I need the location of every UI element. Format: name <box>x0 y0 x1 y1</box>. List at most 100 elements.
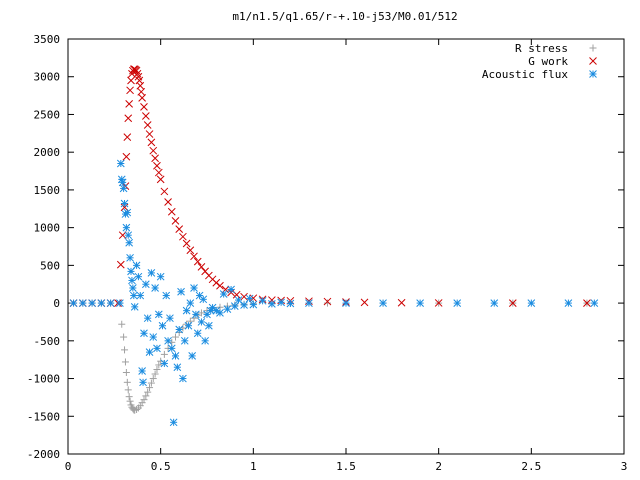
data-point <box>177 287 185 296</box>
y-tick-label: -1000 <box>27 373 60 386</box>
data-point <box>204 321 213 330</box>
data-point <box>88 299 96 307</box>
data-point <box>139 378 147 387</box>
data-point <box>286 299 295 308</box>
data-point <box>173 363 182 372</box>
chart-title: m1/n1.5/q1.65/r-+.10-j53/M0.01/512 <box>232 10 457 23</box>
legend-marker <box>589 44 597 52</box>
legend-label: Acoustic flux <box>482 68 568 81</box>
data-point <box>118 231 127 240</box>
data-point <box>203 310 211 319</box>
data-point <box>184 321 193 330</box>
legend-label: R stress <box>515 42 568 55</box>
data-point <box>156 272 165 281</box>
data-point <box>156 175 165 184</box>
data-point <box>164 336 172 345</box>
x-tick-label: 1.5 <box>336 460 356 473</box>
data-point <box>153 161 161 170</box>
data-point <box>186 299 195 307</box>
data-point <box>197 318 206 326</box>
data-point <box>508 299 517 307</box>
data-point <box>160 187 169 196</box>
data-point <box>342 299 350 307</box>
data-point <box>179 374 187 383</box>
y-tick-label: 2000 <box>34 146 61 159</box>
data-point <box>97 299 106 307</box>
data-point <box>123 208 132 217</box>
data-point <box>169 418 178 427</box>
data-point <box>147 138 156 147</box>
data-point <box>124 386 132 394</box>
data-point <box>153 344 161 353</box>
x-tick-label: 2.5 <box>521 460 541 473</box>
data-point <box>146 384 154 392</box>
data-point <box>160 359 169 368</box>
data-point <box>162 291 171 300</box>
data-point <box>143 121 152 129</box>
data-point <box>167 207 176 216</box>
data-point <box>151 370 159 378</box>
data-point <box>277 298 285 307</box>
data-point <box>160 350 168 358</box>
data-point <box>141 112 150 120</box>
data-point <box>129 291 138 300</box>
data-point <box>129 284 137 292</box>
data-point <box>153 365 161 373</box>
data-point <box>138 367 146 375</box>
data-point <box>190 252 198 261</box>
data-point <box>149 333 158 341</box>
data-point <box>132 66 141 75</box>
data-point <box>118 178 127 187</box>
data-point <box>126 86 134 95</box>
data-point <box>126 253 134 262</box>
data-point <box>138 399 146 407</box>
data-point <box>490 299 499 307</box>
data-point <box>240 301 248 309</box>
y-tick-label: 1500 <box>34 184 61 197</box>
axes-layer: 0 0.5 1 1.5 2 2.5 3 -2000 -1500 -1000 -500 0 500 1000… <box>27 33 627 473</box>
data-point <box>121 358 129 366</box>
plot-frame <box>67 38 625 455</box>
data-point <box>106 299 115 307</box>
data-point <box>397 298 406 307</box>
data-point <box>179 232 187 241</box>
data-point <box>182 239 191 248</box>
x-tick-label: 2 <box>435 460 442 473</box>
data-point <box>125 100 134 108</box>
y-tick-label: 1000 <box>34 222 61 235</box>
data-point <box>175 325 184 334</box>
data-point <box>171 216 180 225</box>
data-point <box>134 272 143 281</box>
data-point <box>140 396 148 404</box>
data-point <box>186 246 195 255</box>
data-point <box>145 130 154 138</box>
data-point <box>360 298 369 307</box>
data-point <box>122 369 130 377</box>
data-point <box>188 352 197 360</box>
data-point <box>323 299 331 307</box>
data-point <box>116 299 124 307</box>
data-point <box>118 320 126 328</box>
y-tick-label: 3000 <box>34 71 61 84</box>
data-point <box>130 303 139 311</box>
data-point <box>141 280 150 289</box>
data-point <box>69 299 78 307</box>
data-point <box>154 168 163 177</box>
data-point <box>157 357 165 365</box>
data-point <box>123 133 132 141</box>
data-point <box>416 299 424 307</box>
data-point <box>149 375 157 383</box>
y-tick-label: 0 <box>53 297 60 310</box>
data-point <box>125 238 134 247</box>
data-point <box>219 290 228 298</box>
series-g-work <box>69 65 591 307</box>
data-point <box>268 299 276 308</box>
data-point <box>171 352 180 360</box>
data-point <box>201 336 210 345</box>
y-tick-label: 3500 <box>34 33 61 46</box>
data-point <box>132 261 141 270</box>
data-point <box>147 379 155 387</box>
data-point <box>145 348 154 356</box>
